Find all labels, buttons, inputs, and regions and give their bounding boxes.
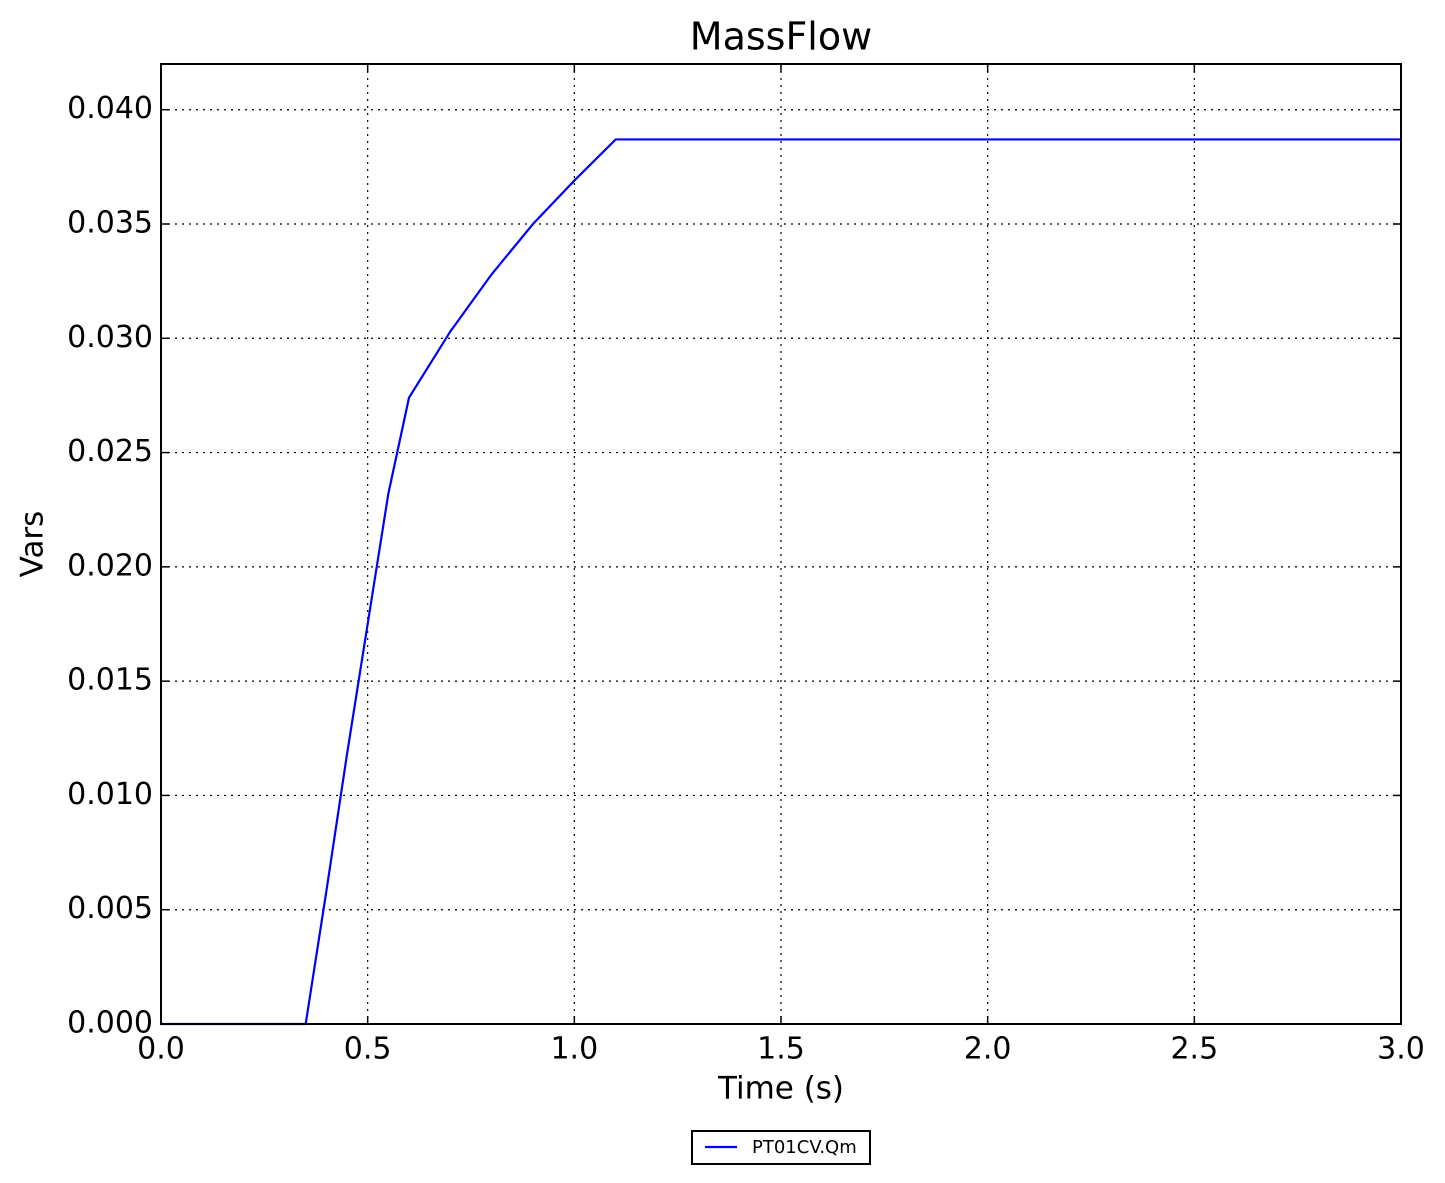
y-tick-label: 0.030 — [67, 320, 153, 355]
plot-frame — [160, 63, 1402, 1025]
y-tick-label: 0.005 — [67, 891, 153, 926]
y-tick-label: 0.040 — [67, 91, 153, 126]
y-tick-label: 0.020 — [67, 548, 153, 583]
y-tick-label: 0.000 — [67, 1006, 153, 1041]
y-tick-label: 0.010 — [67, 777, 153, 812]
chart-title: MassFlow — [690, 15, 872, 59]
x-tick-label: 1.5 — [757, 1032, 805, 1067]
data-line — [161, 138, 1401, 1026]
y-axis-label: Vars — [15, 511, 51, 578]
x-tick-label: 3.0 — [1377, 1032, 1425, 1067]
legend-label: PT01CV.Qm — [752, 1137, 857, 1158]
x-tick-label: 0.5 — [344, 1032, 392, 1067]
x-axis-label: Time (s) — [717, 1071, 844, 1107]
x-tick-label: 1.0 — [550, 1032, 598, 1067]
y-tick-label: 0.035 — [67, 206, 153, 241]
y-tick-label: 0.025 — [67, 434, 153, 469]
x-tick-label: 2.0 — [964, 1032, 1012, 1067]
x-tick-label: 0.0 — [137, 1032, 185, 1067]
y-tick-label: 0.015 — [67, 663, 153, 698]
x-tick-label: 2.5 — [1170, 1032, 1218, 1067]
